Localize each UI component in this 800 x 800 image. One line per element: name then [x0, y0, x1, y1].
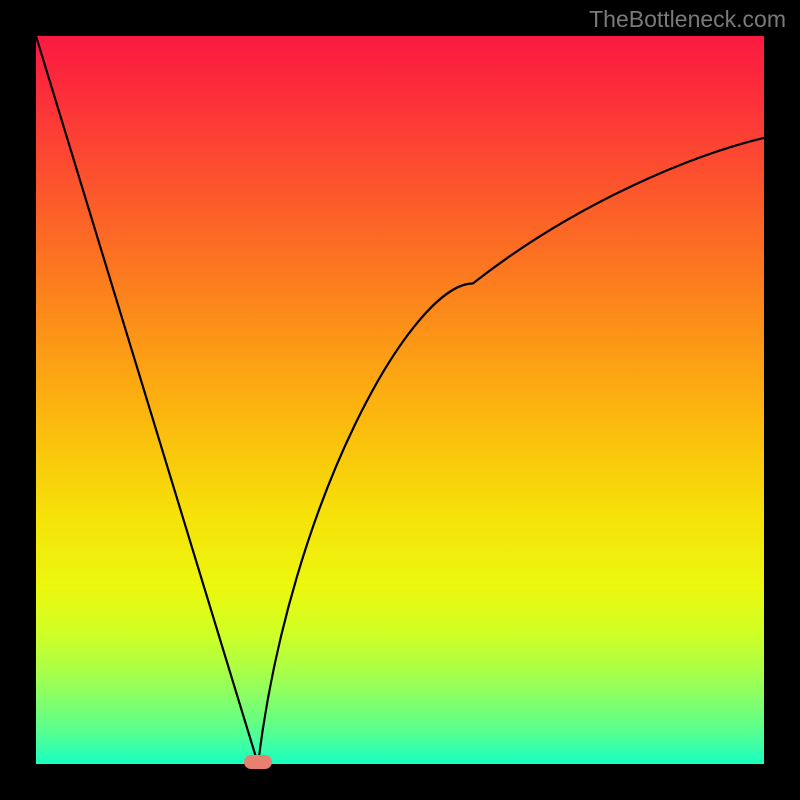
minimum-marker: [244, 755, 272, 769]
gradient-background: [36, 36, 764, 764]
watermark-text: TheBottleneck.com: [589, 6, 786, 33]
plot-area: [36, 36, 764, 764]
chart-container: TheBottleneck.com: [0, 0, 800, 800]
